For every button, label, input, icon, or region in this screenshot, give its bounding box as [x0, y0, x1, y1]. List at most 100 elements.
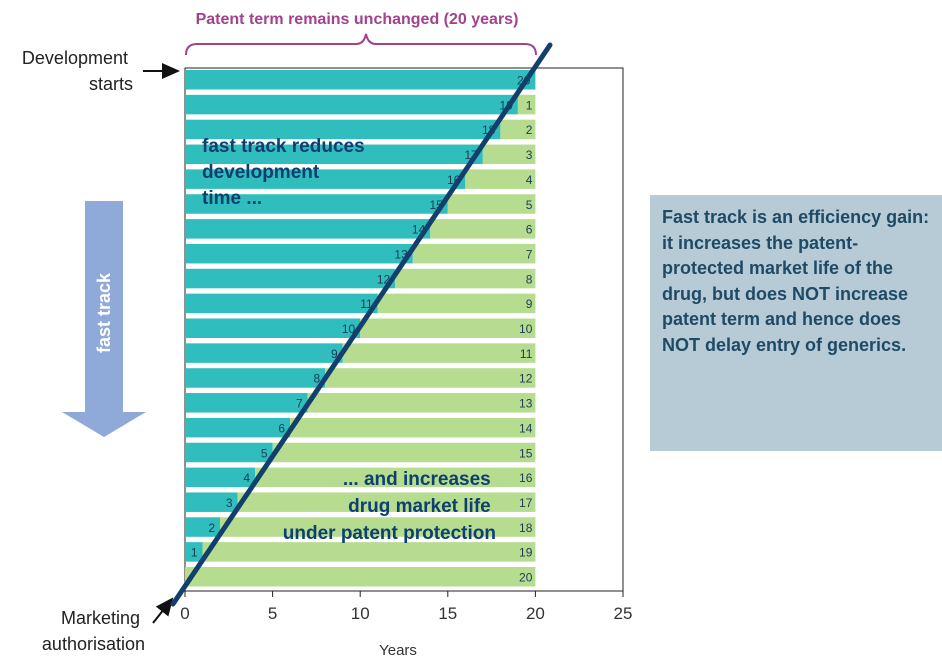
x-tick-label: 20	[526, 604, 545, 623]
development-bar-label: 4	[243, 471, 250, 485]
development-bar	[185, 70, 536, 90]
development-bar	[185, 393, 308, 413]
development-bar	[185, 517, 221, 537]
development-bar	[185, 318, 361, 338]
patent-term-bracket	[185, 33, 537, 56]
development-bar	[185, 368, 326, 388]
development-bar	[185, 542, 203, 562]
development-bar	[185, 467, 256, 488]
bars-layer: 2019118217316415514613712811910109118127…	[185, 70, 536, 587]
market-life-bar	[430, 219, 536, 239]
market-life-bar	[447, 194, 536, 214]
fast-track-arrow	[62, 201, 146, 437]
development-bar	[185, 169, 466, 189]
diagonal-boundary-line	[170, 42, 553, 607]
development-bar-label: 9	[331, 347, 338, 361]
market-life-bar-label: 19	[519, 546, 533, 560]
development-bar-label: 8	[313, 372, 320, 386]
development-starts-line-1: Development	[22, 48, 128, 68]
market-life-bar-label: 14	[519, 421, 533, 435]
market-life-bar	[412, 243, 536, 264]
market-life-bar-label: 1	[526, 98, 533, 112]
development-bar-label: 7	[296, 397, 303, 411]
development-bar	[185, 194, 448, 214]
development-bar	[185, 343, 343, 363]
info-box-text: Fast track is an efficiency gain: it inc…	[662, 207, 930, 355]
market-life-bar-label: 12	[519, 372, 533, 386]
development-bar	[185, 293, 378, 314]
market-life-bar-label: 8	[526, 272, 533, 286]
market-life-bar-label: 11	[520, 347, 533, 361]
market-life-bar	[290, 417, 536, 438]
overlay-top-line-3: time ...	[202, 188, 262, 209]
development-bar	[185, 492, 238, 512]
x-axis: 0 5 10 15 20 25	[180, 591, 632, 623]
market-life-bar-label: 9	[526, 297, 533, 311]
marketing-authorisation-label: Marketing authorisation	[42, 608, 145, 654]
market-life-bar	[185, 567, 536, 587]
overlay-top-line-2: development	[202, 162, 320, 183]
market-life-bar	[255, 467, 536, 488]
market-life-bar-label: 6	[526, 223, 533, 237]
overlay-bottom-line-2: drug market life	[348, 496, 491, 517]
overlay-bottom-line-3: under patent protection	[283, 523, 496, 544]
marketing-authorisation-line-1: Marketing	[61, 608, 140, 628]
development-bar	[185, 268, 396, 289]
development-bar	[185, 219, 431, 239]
market-life-bar	[237, 492, 536, 512]
market-life-bar-label: 16	[519, 471, 533, 485]
development-bar	[185, 144, 483, 165]
development-bar	[185, 442, 273, 463]
development-bar	[185, 119, 501, 140]
development-bar-label: 1	[191, 546, 198, 560]
x-tick-label: 25	[614, 604, 633, 623]
market-life-bar	[377, 293, 536, 314]
market-life-bar	[220, 517, 536, 537]
development-bar-label: 11	[360, 297, 373, 311]
overlay-top-text: fast track reduces development time ...	[202, 136, 370, 209]
market-life-bar	[325, 368, 536, 388]
patent-term-label: Patent term remains unchanged (20 years)	[196, 11, 519, 28]
marketing-authorisation-line-2: authorisation	[42, 634, 145, 654]
development-bar-label: 5	[261, 446, 268, 460]
info-box: Fast track is an efficiency gain: it inc…	[650, 195, 942, 451]
market-life-bar	[342, 343, 536, 363]
market-life-bar	[360, 318, 536, 338]
x-axis-label: Years	[379, 642, 417, 659]
market-life-bar	[482, 144, 536, 165]
market-life-bar	[465, 169, 536, 189]
development-starts-line-2: starts	[89, 74, 133, 94]
development-starts-label: Development starts	[22, 48, 133, 94]
market-life-bar	[307, 393, 536, 413]
market-life-bar-label: 2	[526, 123, 533, 137]
market-life-bar-label: 18	[519, 521, 533, 535]
overlay-bottom-text: ... and increases drug market life under…	[283, 469, 496, 544]
market-life-bar-label: 3	[526, 148, 533, 162]
development-bar	[185, 417, 291, 438]
market-life-bar	[500, 119, 536, 140]
overlay-top-line-1: fast track reduces	[202, 136, 365, 157]
market-life-bar	[202, 542, 536, 562]
market-life-bar	[395, 268, 536, 289]
x-tick-label: 0	[180, 604, 189, 623]
x-tick-label: 10	[351, 604, 370, 623]
market-life-bar-label: 20	[519, 571, 533, 585]
market-life-bar-label: 17	[519, 496, 533, 510]
development-bar-label: 3	[226, 496, 233, 510]
market-life-bar-label: 5	[526, 198, 533, 212]
market-life-bar-label: 15	[519, 446, 533, 460]
development-bar-label: 2	[208, 521, 215, 535]
development-bar-label: 6	[278, 421, 285, 435]
development-bar-label: 10	[342, 322, 356, 336]
market-life-bar-label: 4	[526, 173, 533, 187]
development-bar	[185, 243, 413, 264]
overlay-bottom-line-1: ... and increases	[343, 469, 491, 490]
market-life-bar-label: 10	[519, 322, 533, 336]
fast-track-label: fast track	[94, 272, 114, 353]
x-tick-label: 5	[268, 604, 277, 623]
development-bar	[185, 94, 518, 115]
market-life-bar	[272, 442, 536, 463]
x-tick-label: 15	[438, 604, 457, 623]
